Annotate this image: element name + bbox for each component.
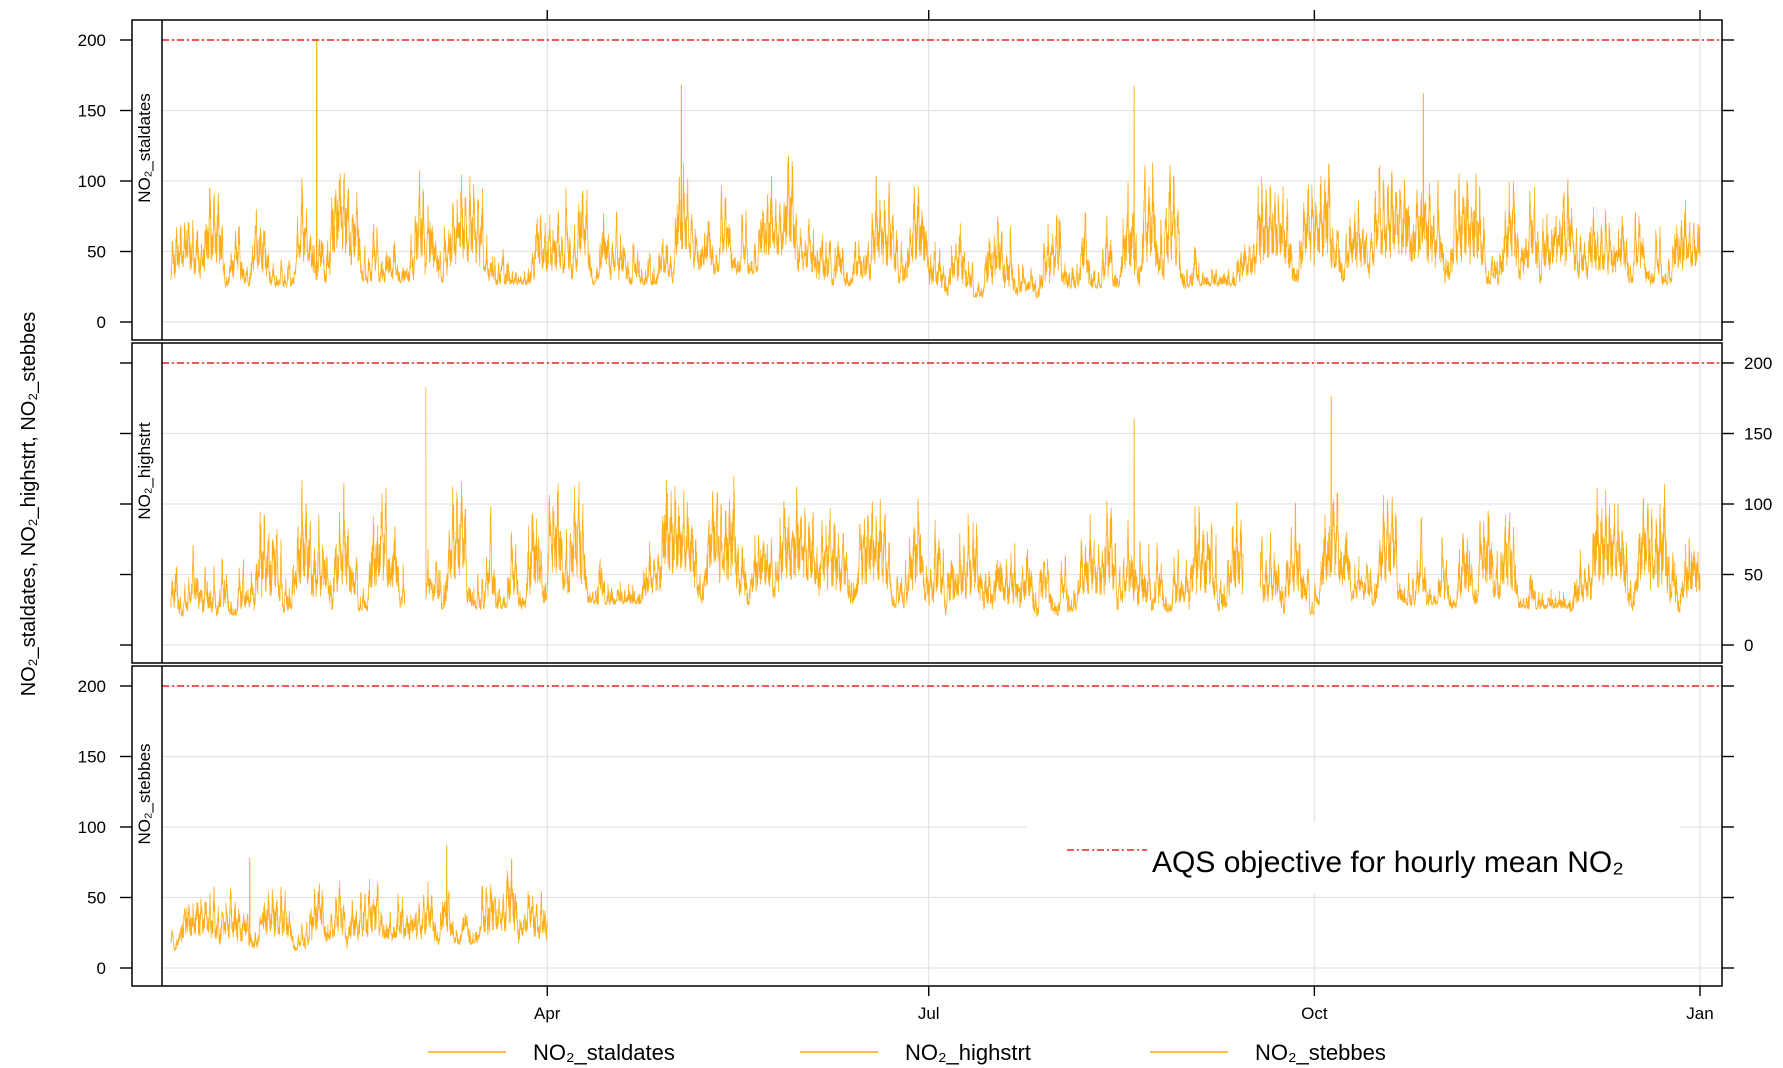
reference-key-label: AQS objective for hourly mean NO₂ (1152, 846, 1624, 879)
reference-key-box (1026, 822, 1680, 894)
legend-label: NO₂_staldates (533, 1040, 675, 1065)
y-tick-label: 0 (97, 959, 106, 978)
panel-frame (131, 342, 1723, 664)
panel-label: NO₂_highstrt (135, 422, 154, 520)
y-tick-label: 100 (1744, 495, 1772, 514)
y-tick-label: 100 (78, 818, 106, 837)
y-tick-label: 50 (87, 243, 106, 262)
y-tick-label: 150 (1744, 425, 1772, 444)
axes: NO₂_staldates 0 50 100 150 200 NO₂_highstrt 0 50… (78, 10, 1772, 1023)
series-line (170, 39, 1701, 300)
legend-label: NO₂_highstrt (905, 1040, 1031, 1065)
series-line (170, 844, 548, 952)
x-tick-label: Jul (918, 1004, 940, 1023)
y-tick-label: 50 (87, 889, 106, 908)
y-tick-label: 0 (97, 313, 106, 332)
legend: NO₂_staldates NO₂_highstrt NO₂_stebbes (428, 1040, 1386, 1065)
panel-label: NO₂_stebbes (135, 743, 154, 844)
y-tick-label: 0 (1744, 636, 1753, 655)
y-tick-label: 100 (78, 172, 106, 191)
panel-frames (131, 19, 1723, 987)
reference-key: AQS objective for hourly mean NO₂ (1026, 822, 1680, 894)
series-line (170, 386, 1701, 618)
y-tick-label: 200 (1744, 354, 1772, 373)
x-tick-label: Oct (1301, 1004, 1328, 1023)
y-tick-label: 200 (78, 677, 106, 696)
x-tick-label: Apr (534, 1004, 561, 1023)
y-tick-label: 150 (78, 102, 106, 121)
legend-label: NO₂_stebbes (1255, 1040, 1386, 1065)
reference-lines (162, 39, 1722, 687)
panel-frame (131, 665, 1723, 987)
y-tick-label: 50 (1744, 566, 1763, 585)
y-axis-label: NO₂_staldates, NO₂_highstrt, NO₂_stebbes (18, 312, 40, 697)
x-tick-label: Jan (1686, 1004, 1713, 1023)
y-tick-label: 150 (78, 748, 106, 767)
y-tick-label: 200 (78, 31, 106, 50)
panel-label: NO₂_staldates (135, 93, 154, 203)
panel-frame (131, 19, 1723, 341)
series-layer (170, 39, 1701, 952)
